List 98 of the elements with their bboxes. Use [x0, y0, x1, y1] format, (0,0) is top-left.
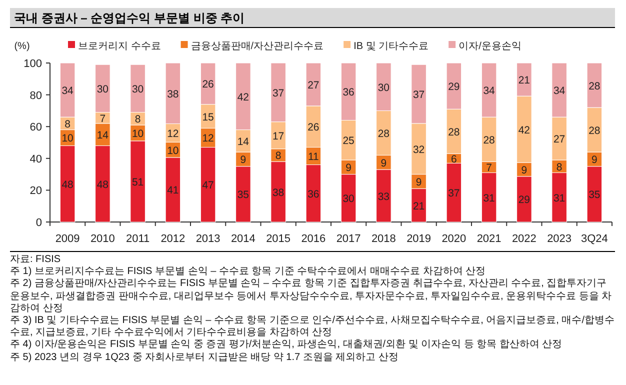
- data-label: 9: [240, 154, 246, 166]
- y-tick-label: 20: [30, 185, 42, 198]
- x-tick-label: 2023: [547, 233, 572, 245]
- data-label: 26: [202, 78, 214, 91]
- data-label: 9: [521, 164, 528, 176]
- data-label: 35: [588, 189, 600, 202]
- annotation: 주 5) 2023 년의 경우 1Q23 중 자회사로부터 지급받은 배당 약 1.7 조원을 제외하고 산정: [10, 352, 400, 364]
- x-tick-label: 2012: [160, 233, 186, 245]
- data-label: 14: [96, 130, 109, 142]
- annotation: 주 4) 이자/운용손익은 FISIS 부문별 손익 중 증권 평가/처분손익, 파생손익, 대출채권/외환 및 이자손익 등 항목 합산하여 산정: [10, 339, 564, 352]
- x-tick-label: 2020: [442, 233, 466, 245]
- data-label: 12: [167, 128, 179, 140]
- data-label: 33: [378, 190, 390, 203]
- y-axis-title: (%): [14, 41, 30, 52]
- annotation: 주 1) 브로커리지수수료는 FISIS 부문별 손익 – 수수료 항목 기준 수탁수수료에서 매매수수료 차감하여 산정: [10, 266, 487, 278]
- data-label: 29: [518, 194, 530, 206]
- x-tick-label: 2017: [336, 233, 361, 245]
- data-label: 30: [96, 83, 109, 96]
- data-label: 28: [378, 128, 390, 140]
- data-label: 34: [62, 85, 74, 98]
- data-label: 17: [272, 130, 284, 142]
- data-label: 29: [448, 81, 460, 94]
- data-label: 48: [96, 178, 109, 191]
- data-label: 42: [237, 91, 250, 104]
- data-label: 7: [100, 112, 106, 125]
- data-label: 25: [342, 135, 355, 148]
- x-tick-label: 2018: [371, 233, 396, 245]
- data-label: 9: [346, 162, 352, 174]
- data-label: 30: [342, 193, 355, 206]
- data-label: 28: [588, 124, 600, 137]
- x-tick-label: 3Q24: [580, 233, 608, 245]
- data-label: 9: [592, 154, 598, 166]
- data-label: 26: [308, 122, 320, 134]
- data-label: 9: [380, 157, 387, 170]
- data-label: 38: [167, 88, 179, 100]
- data-label: 41: [167, 184, 179, 197]
- x-tick-label: 2011: [126, 233, 150, 245]
- data-label: 28: [483, 134, 496, 146]
- y-tick-label: 100: [24, 58, 42, 70]
- y-tick-label: 0: [36, 217, 42, 229]
- y-tick-label: 60: [30, 122, 42, 134]
- x-tick-label: 2014: [230, 233, 256, 245]
- legend-item: 금융상품판매/자산관리수수료: [180, 41, 324, 52]
- x-tick-label: 2010: [90, 233, 115, 245]
- data-label: 31: [553, 192, 566, 204]
- data-label: 28: [588, 80, 600, 92]
- data-label: 48: [62, 178, 74, 191]
- annotation: 주 3) IB 및 기타수수료는 FISIS 부문별 손익 – 수수료 항목 기준으로 인수/주선수수료, 사채모집수탁수수료, 어음지급보증료, 매수/합병수수료, 지급보증료, 기타 수수료수익에서 기타수수료비용을 차감하여 산정: [10, 315, 615, 339]
- legend-item: 이자/운용손익: [448, 41, 522, 52]
- annotation: 자료: FISIS: [10, 254, 62, 266]
- data-label: 10: [167, 144, 179, 157]
- data-label: 32: [412, 144, 425, 156]
- x-tick-label: 2015: [266, 233, 291, 245]
- title: 국내 증권사 – 순영업수익 부문별 비중 추이: [10, 8, 615, 28]
- data-label: 36: [308, 188, 320, 200]
- data-label: 8: [64, 118, 71, 130]
- x-tick-label: 2013: [196, 233, 220, 245]
- x-tick-label: 2022: [512, 233, 536, 245]
- data-label: 15: [202, 111, 214, 124]
- data-label: 38: [272, 186, 284, 199]
- y-tick-label: 40: [30, 153, 42, 166]
- x-tick-label: 2009: [55, 233, 80, 245]
- data-label: 7: [486, 162, 492, 174]
- data-label: 31: [483, 192, 496, 204]
- data-label: 9: [416, 176, 422, 188]
- data-label: 21: [518, 74, 530, 87]
- data-label: 37: [272, 87, 284, 100]
- legend-item: IB 및 기타수수료: [344, 41, 429, 52]
- x-tick-label: 2021: [476, 233, 502, 245]
- data-label: 37: [448, 188, 460, 200]
- data-label: 47: [202, 180, 214, 192]
- x-tick-label: 2019: [406, 233, 432, 245]
- data-label: 10: [132, 128, 144, 140]
- data-label: 51: [132, 176, 144, 188]
- x-tick-label: 2016: [301, 233, 326, 245]
- data-label: 30: [378, 82, 390, 94]
- data-label: 8: [556, 161, 562, 174]
- data-label: 10: [62, 132, 74, 145]
- data-label: 35: [237, 189, 250, 202]
- data-label: 36: [342, 86, 355, 99]
- data-label: 8: [275, 150, 282, 162]
- data-label: 6: [451, 153, 458, 166]
- data-label: 12: [202, 132, 214, 145]
- data-label: 34: [483, 85, 496, 98]
- data-label: 8: [134, 114, 141, 126]
- data-label: 42: [518, 124, 530, 136]
- data-label: 21: [412, 200, 425, 212]
- data-label: 14: [237, 136, 250, 148]
- annotation: 주 2) 금융상품판매/자산관리수수료는 FISIS 부문별 손익 – 수수료 항목 기준 집합투자증권 취급수수료, 자산관리 수수료, 집합투자기구 운용보수, 파생결합증권 판매수수료, 대리업무보수 등에서 투자상담수수수료, 투자자문수수료, 투자일임수수료, 운용위탁수수료 등을 차감하여 산정: [10, 278, 613, 316]
- data-label: 28: [448, 126, 460, 138]
- legend-item: 브로커리지 수수료: [68, 41, 161, 52]
- y-tick-label: 80: [30, 90, 42, 102]
- data-label: 27: [308, 79, 320, 92]
- data-label: 37: [412, 89, 425, 102]
- data-label: 27: [553, 134, 566, 146]
- data-label: 11: [308, 151, 320, 164]
- data-label: 30: [132, 83, 144, 96]
- data-label: 34: [553, 85, 566, 98]
